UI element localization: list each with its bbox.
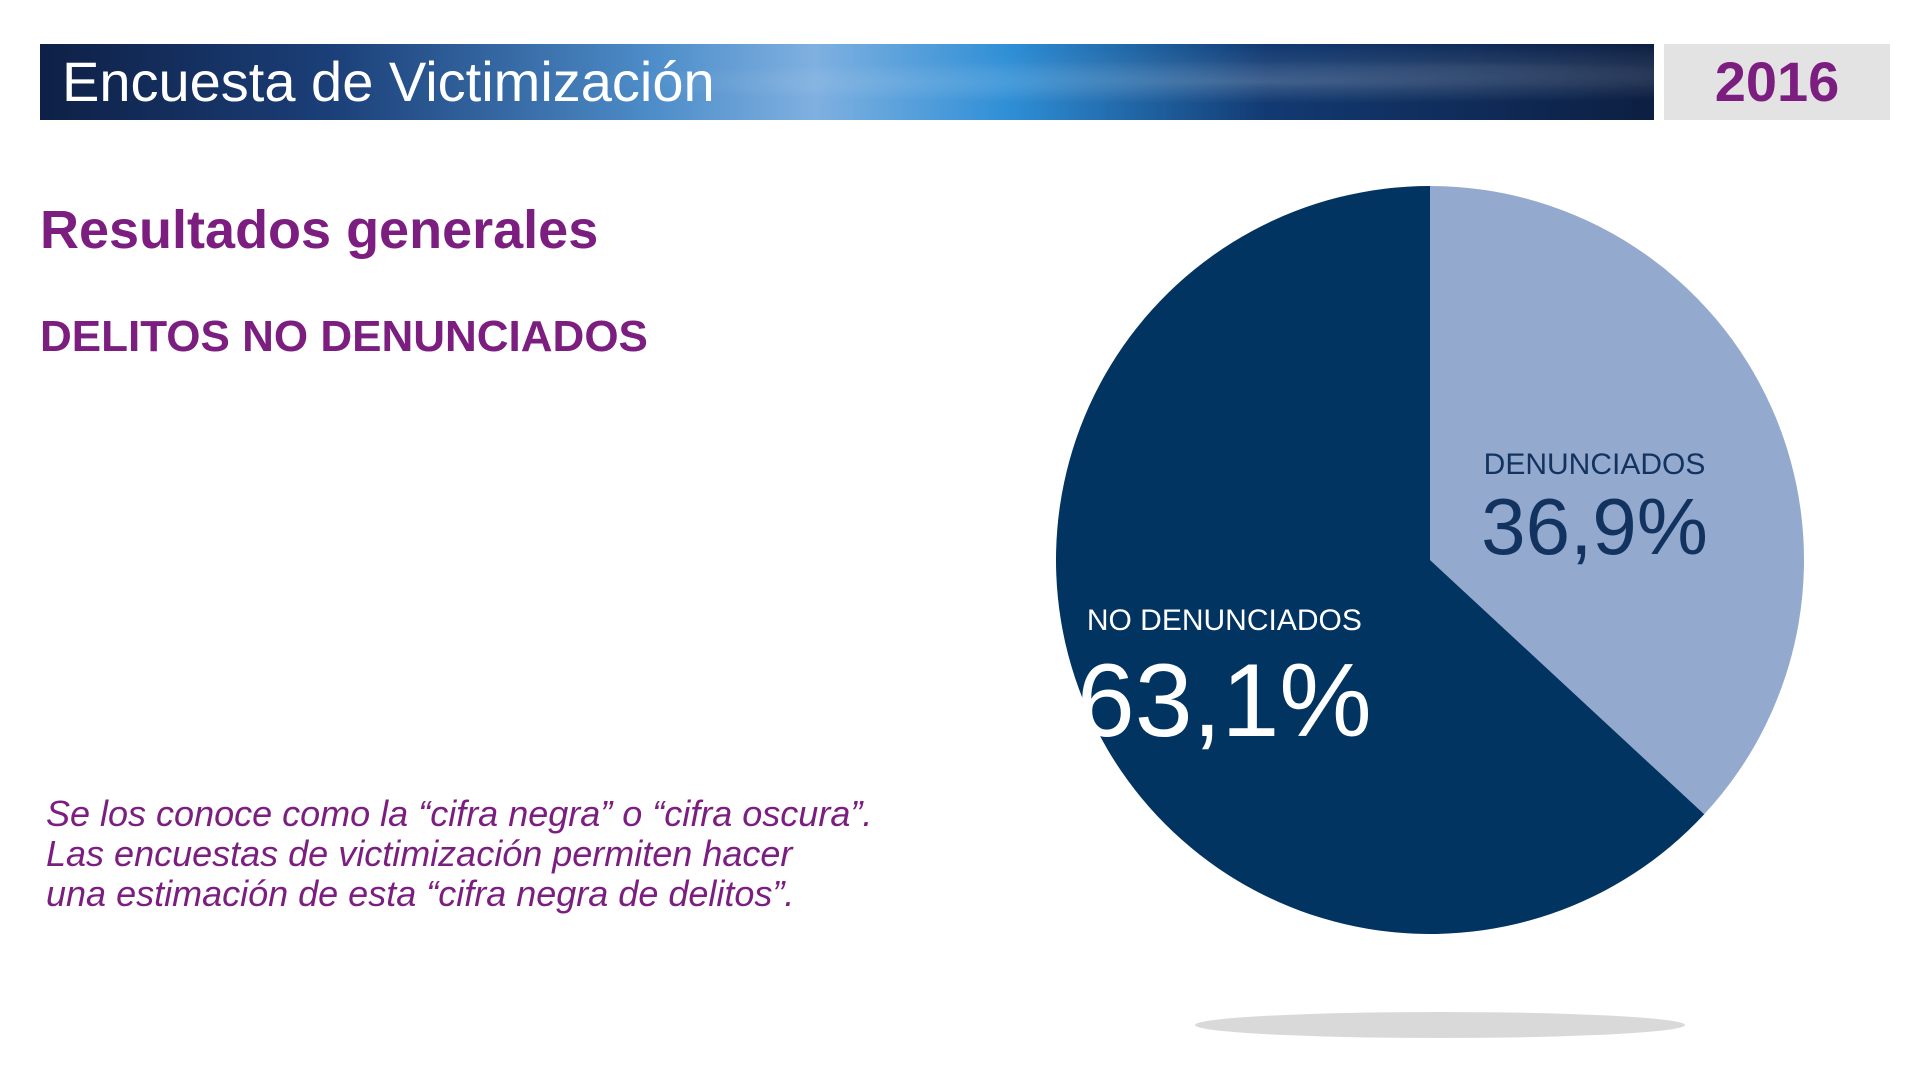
pie-shadow bbox=[1195, 1012, 1685, 1038]
pie-slice-denunciados bbox=[1430, 186, 1804, 815]
subsection-title: DELITOS NO DENUNCIADOS bbox=[40, 312, 648, 361]
year-box: 2016 bbox=[1664, 44, 1890, 120]
slice-label: NO DENUNCIADOS bbox=[1087, 604, 1362, 637]
pie-slice-no-denunciados bbox=[1056, 186, 1705, 934]
section-title: Resultados generales bbox=[40, 200, 599, 260]
slice-value-label: 36,9% bbox=[1481, 482, 1708, 571]
title-banner: Encuesta de Victimización bbox=[40, 44, 1654, 120]
note-line-3: una estimación de esta “cifra negra de d… bbox=[46, 873, 795, 914]
pie-chart: DENUNCIADOS 36,9% NO DENUNCIADOS 63,1% bbox=[1040, 170, 1860, 1060]
note-line-2: Las encuestas de victimización permiten … bbox=[46, 833, 793, 874]
note-line-1: Se los conoce como la “cifra negra” o “c… bbox=[46, 793, 873, 834]
explanatory-note: Se los conoce como la “cifra negra” o “c… bbox=[46, 794, 946, 914]
banner-title: Encuesta de Victimización bbox=[62, 50, 715, 113]
slice-value-label: 63,1% bbox=[1077, 643, 1372, 759]
slice-label: DENUNCIADOS bbox=[1484, 448, 1706, 481]
year-label: 2016 bbox=[1714, 50, 1840, 113]
